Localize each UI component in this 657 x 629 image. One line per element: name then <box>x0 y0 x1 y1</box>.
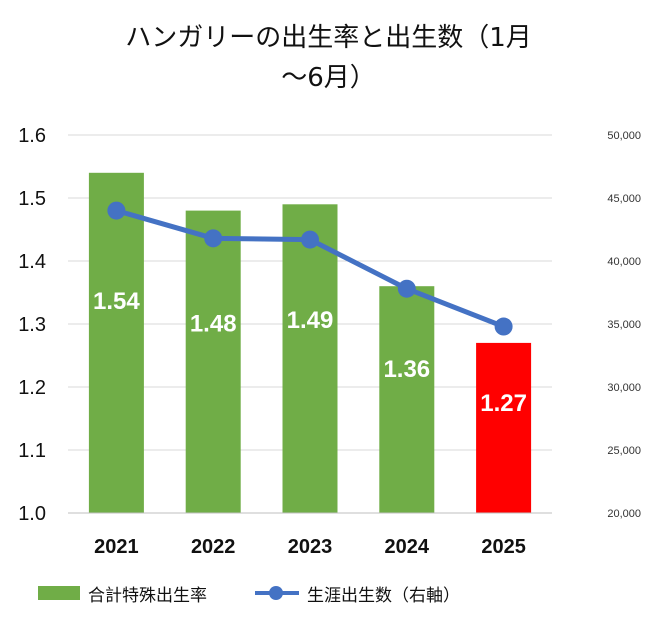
legend-item-line: 生涯出生数（右軸） <box>255 581 460 606</box>
legend-line-label: 生涯出生数（右軸） <box>307 585 460 606</box>
y-left-tick-label: 1.2 <box>18 377 46 399</box>
legend-item-bar: 合計特殊出生率 <box>38 581 207 606</box>
y-left-tick-label: 1.6 <box>18 125 46 147</box>
axes: 1.6 1.5 1.4 1.3 1.2 1.1 1.0 50,000 45,000 40,000 3… <box>18 125 641 558</box>
bar-2021 <box>88 172 144 514</box>
bar-2022 <box>185 210 241 513</box>
y-left-tick-label: 1.3 <box>18 314 46 336</box>
legend-bar-swatch <box>38 586 80 600</box>
line-point-2025 <box>494 317 513 336</box>
x-tick-label: 2025 <box>481 536 526 558</box>
chart-title: ハンガリーの出生率と出生数（1月 〜6月） <box>0 18 657 98</box>
bar-2025 <box>476 342 532 513</box>
x-tick-label: 2022 <box>191 536 236 558</box>
y-left-tick-label: 1.1 <box>18 440 46 462</box>
line-point-2022 <box>204 229 223 248</box>
y-right-tick-label: 45,000 <box>607 193 641 205</box>
chart-canvas: 1.6 1.5 1.4 1.3 1.2 1.1 1.0 50,000 45,000 40,000 3… <box>18 125 641 558</box>
line-point-2023 <box>301 230 319 249</box>
y-left-tick-label: 1.0 <box>18 503 46 525</box>
chart-title-line-1: ハンガリーの出生率と出生数（1月 <box>125 23 532 53</box>
bar-data-label: 1.27 <box>480 390 527 417</box>
y-right-tick-label: 25,000 <box>607 445 641 457</box>
bar-data-label: 1.36 <box>383 356 430 383</box>
bar-2024 <box>379 286 435 513</box>
x-tick-label: 2021 <box>94 536 139 558</box>
bar-2023 <box>282 204 338 514</box>
bar-data-label: 1.54 <box>93 288 140 315</box>
legend-bar-label: 合計特殊出生率 <box>88 585 207 606</box>
chart-title-line-2: 〜6月） <box>281 63 376 93</box>
bar-data-label: 1.48 <box>190 311 237 338</box>
legend-line-swatch <box>255 586 299 600</box>
y-right-tick-label: 30,000 <box>607 382 641 394</box>
y-left-tick-label: 1.4 <box>18 251 46 273</box>
bars <box>88 172 532 514</box>
y-right-tick-label: 35,000 <box>607 319 641 331</box>
y-right-tick-label: 50,000 <box>607 130 641 142</box>
data-labels: 1.54 1.48 1.49 1.36 1.27 <box>93 288 527 417</box>
y-left-tick-label: 1.5 <box>18 188 46 210</box>
line-series <box>107 201 513 336</box>
line-point-2024 <box>397 279 416 298</box>
legend: 合計特殊出生率 生涯出生数（右軸） <box>38 578 508 608</box>
y-right-tick-label: 20,000 <box>607 508 641 520</box>
y-right-tick-label: 40,000 <box>607 256 641 268</box>
x-tick-label: 2024 <box>385 536 430 558</box>
x-tick-label: 2023 <box>288 536 333 558</box>
line-point-2021 <box>107 201 126 220</box>
bar-data-label: 1.49 <box>287 307 334 334</box>
